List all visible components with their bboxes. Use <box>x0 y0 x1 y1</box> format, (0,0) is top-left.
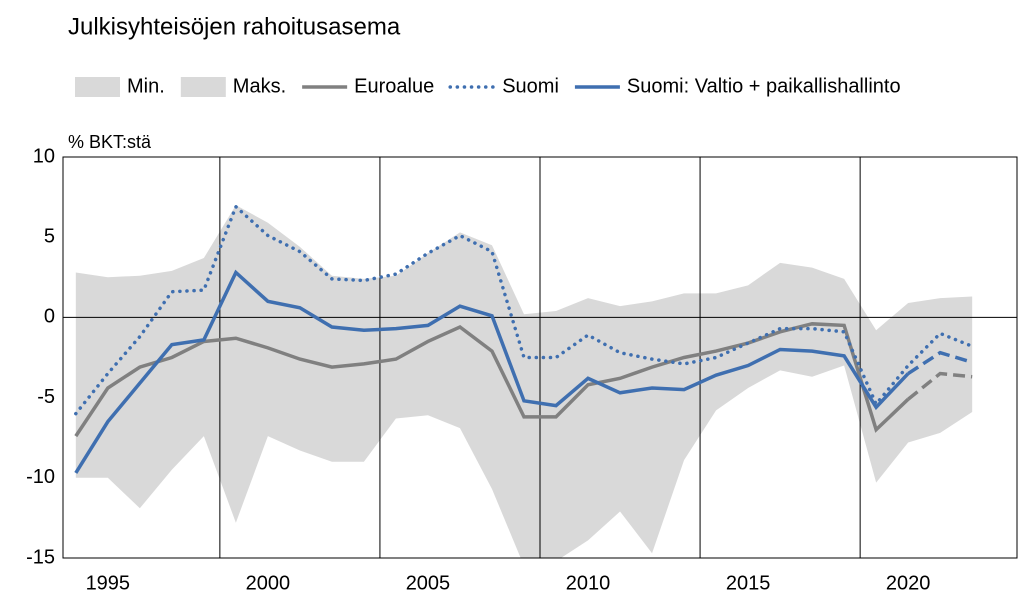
x-tick-label: 2020 <box>886 572 931 594</box>
chart-title: Julkisyhteisöjen rahoitusasema <box>68 13 401 40</box>
x-tick-label: 2000 <box>246 572 291 594</box>
y-tick-label: -5 <box>37 386 55 408</box>
series-line <box>74 269 910 474</box>
legend-label: Min. <box>127 75 165 97</box>
y-tick-label: 10 <box>33 145 55 167</box>
legend-swatch <box>75 77 120 97</box>
range-band <box>75 205 973 558</box>
legend-label: Suomi: Valtio + paikallishallinto <box>627 75 901 97</box>
x-tick-label: 2010 <box>566 572 611 594</box>
x-tick-label: 2005 <box>406 572 451 594</box>
x-tick-label: 2015 <box>726 572 771 594</box>
forecast-line <box>907 350 973 376</box>
forecast-line <box>907 371 973 401</box>
legend-label: Suomi <box>502 75 559 97</box>
series-line <box>74 203 974 416</box>
legend-swatch <box>180 77 226 97</box>
series-line <box>74 322 910 438</box>
y-axis-label: % BKT:stä <box>68 132 152 152</box>
x-tick-label: 1995 <box>86 572 131 594</box>
y-tick-label: 0 <box>44 306 55 328</box>
y-tick-label: -15 <box>26 546 55 568</box>
plot-frame <box>62 156 1018 559</box>
legend-label: Euroalue <box>354 75 434 97</box>
legend-label: Maks. <box>233 75 286 97</box>
y-tick-label: -10 <box>26 466 55 488</box>
y-tick-label: 5 <box>44 225 55 247</box>
